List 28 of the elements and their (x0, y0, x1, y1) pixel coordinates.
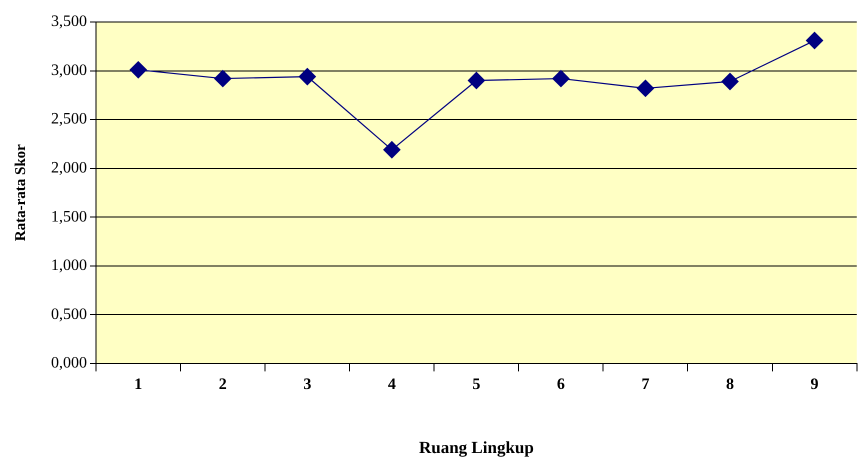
x-tick-label: 2 (218, 376, 227, 394)
y-tick-label: 2,000 (51, 160, 87, 177)
point (721, 72, 739, 90)
y-tick-label: 3,000 (51, 62, 87, 79)
point (636, 80, 654, 97)
x-tick-label: 5 (472, 376, 480, 394)
x-tick-label: 4 (388, 376, 396, 394)
x-tick-label: 7 (641, 376, 650, 394)
x-tick-label: 9 (810, 376, 819, 394)
y-tick-label: 0,500 (51, 306, 87, 323)
y-tick-label: 3,500 (51, 13, 87, 30)
y-tick-label: 2,500 (51, 110, 87, 128)
point (214, 70, 232, 88)
y-tick-label: 0,000 (51, 354, 87, 372)
y-axis-title: Rata-rata Skor (12, 144, 29, 242)
x-tick-label: 1 (134, 376, 142, 394)
point (806, 32, 824, 50)
point (130, 61, 147, 78)
x-tick-label: 8 (726, 376, 734, 394)
x-tick-label: 6 (556, 376, 565, 394)
point (552, 70, 570, 88)
point (383, 141, 400, 158)
point (468, 72, 485, 90)
point (298, 68, 316, 86)
y-tick-label: 1,000 (51, 257, 87, 274)
x-tick-label: 3 (303, 376, 312, 394)
x-axis-title: Ruang Lingkup (418, 438, 534, 458)
y-tick-label: 1,500 (51, 208, 87, 226)
